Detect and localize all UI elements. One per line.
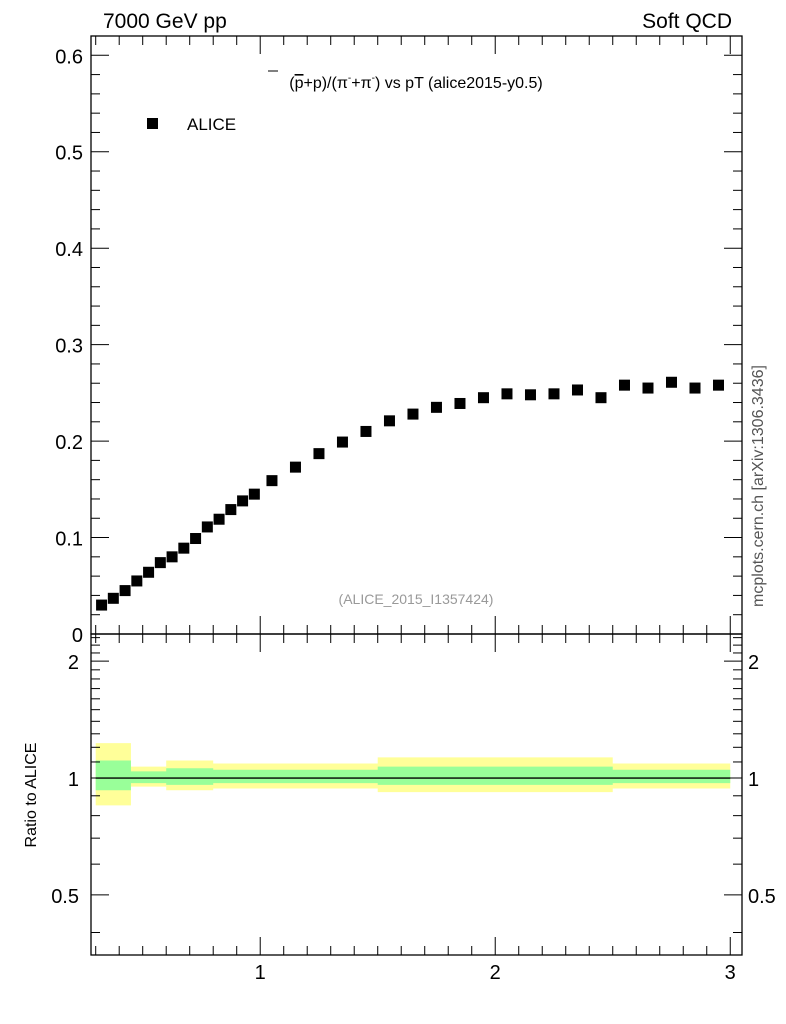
data-point-alice	[289, 461, 301, 473]
data-point-alice	[143, 566, 155, 578]
data-point-alice	[454, 397, 466, 409]
main-title: (p+p)/(π-+π-) vs pT (alice2015-y0.5)	[289, 73, 542, 92]
main-marks-group	[96, 376, 724, 611]
ratio-y-tick-label-right: 2	[748, 652, 759, 674]
data-point-alice	[213, 513, 225, 525]
ratio-bands-group	[95, 743, 731, 806]
data-point-alice	[119, 585, 131, 597]
ratio-y-tick-label-right: 0.5	[748, 886, 776, 908]
main-panel: 0 0.1 0.2 0.3 0.4 0.5 0.6 (p+p)/(π-+π-) vs pT …	[55, 35, 743, 647]
ratio-panel: 0.5 0.5 1 1 2 2 1 2 3 Ratio to ALICE	[23, 633, 776, 984]
legend-label-alice: ALICE	[187, 115, 236, 134]
data-point-alice	[166, 551, 178, 563]
ratio-y-tick-label: 2	[68, 652, 79, 674]
data-point-alice	[571, 384, 583, 396]
main-y-tick-label: 0.1	[55, 529, 83, 551]
main-y-tick-label: 0.3	[55, 336, 83, 358]
ratio-x-tick-label: 3	[725, 962, 736, 984]
side-credit-label: mcplots.cern.ch [arXiv:1306.3436]	[750, 365, 767, 607]
data-point-alice	[595, 392, 607, 404]
data-point-alice	[266, 475, 278, 487]
data-point-alice	[548, 388, 560, 400]
main-y-tick-label: 0	[72, 625, 83, 647]
data-point-alice	[96, 599, 108, 611]
ratio-y-tick-label-right: 1	[748, 769, 759, 791]
header-energy-label: 7000 GeV pp	[103, 10, 227, 33]
data-point-alice	[225, 504, 237, 516]
ratio-frame	[90, 633, 743, 956]
data-point-alice	[477, 392, 489, 404]
data-point-alice	[501, 388, 513, 400]
ratio-x-tick-label: 1	[255, 962, 266, 984]
data-point-alice	[689, 382, 701, 394]
data-point-alice	[524, 389, 536, 401]
data-point-alice	[712, 379, 724, 391]
ratio-y-axis-label: Ratio to ALICE	[23, 743, 40, 848]
main-y-tick-label: 0.4	[55, 239, 83, 261]
ratio-x-tick-label: 2	[490, 962, 501, 984]
data-point-alice	[131, 575, 143, 587]
main-axes-group: 0 0.1 0.2 0.3 0.4 0.5 0.6	[55, 35, 742, 647]
header-category-label: Soft QCD	[642, 10, 732, 33]
ratio-uncertainty-band-inner	[95, 760, 731, 791]
data-point-alice	[190, 533, 202, 545]
data-point-alice	[178, 542, 190, 554]
legend-marker-alice	[147, 118, 158, 129]
data-point-alice	[107, 592, 119, 604]
ratio-y-tick-label: 1	[68, 769, 79, 791]
data-point-alice	[360, 425, 372, 437]
data-point-alice	[154, 557, 166, 569]
data-point-alice	[237, 495, 249, 507]
data-point-alice	[201, 521, 213, 533]
data-point-alice	[336, 436, 348, 448]
data-point-alice	[383, 415, 395, 427]
data-point-alice	[407, 408, 419, 420]
analysis-watermark: (ALICE_2015_I1357424)	[339, 591, 494, 607]
data-point-alice	[665, 376, 677, 388]
data-point-alice	[313, 448, 325, 460]
data-point-alice	[618, 379, 630, 391]
data-point-alice	[430, 401, 442, 413]
main-y-tick-label: 0.5	[55, 143, 83, 165]
data-point-alice	[248, 488, 260, 500]
main-y-tick-label: 0.2	[55, 432, 83, 454]
data-point-alice	[642, 382, 654, 394]
ratio-axes-group: 0.5 0.5 1 1 2 2 1 2 3	[51, 634, 776, 984]
ratio-y-tick-label: 0.5	[51, 886, 79, 908]
main-y-tick-label: 0.6	[55, 46, 83, 68]
